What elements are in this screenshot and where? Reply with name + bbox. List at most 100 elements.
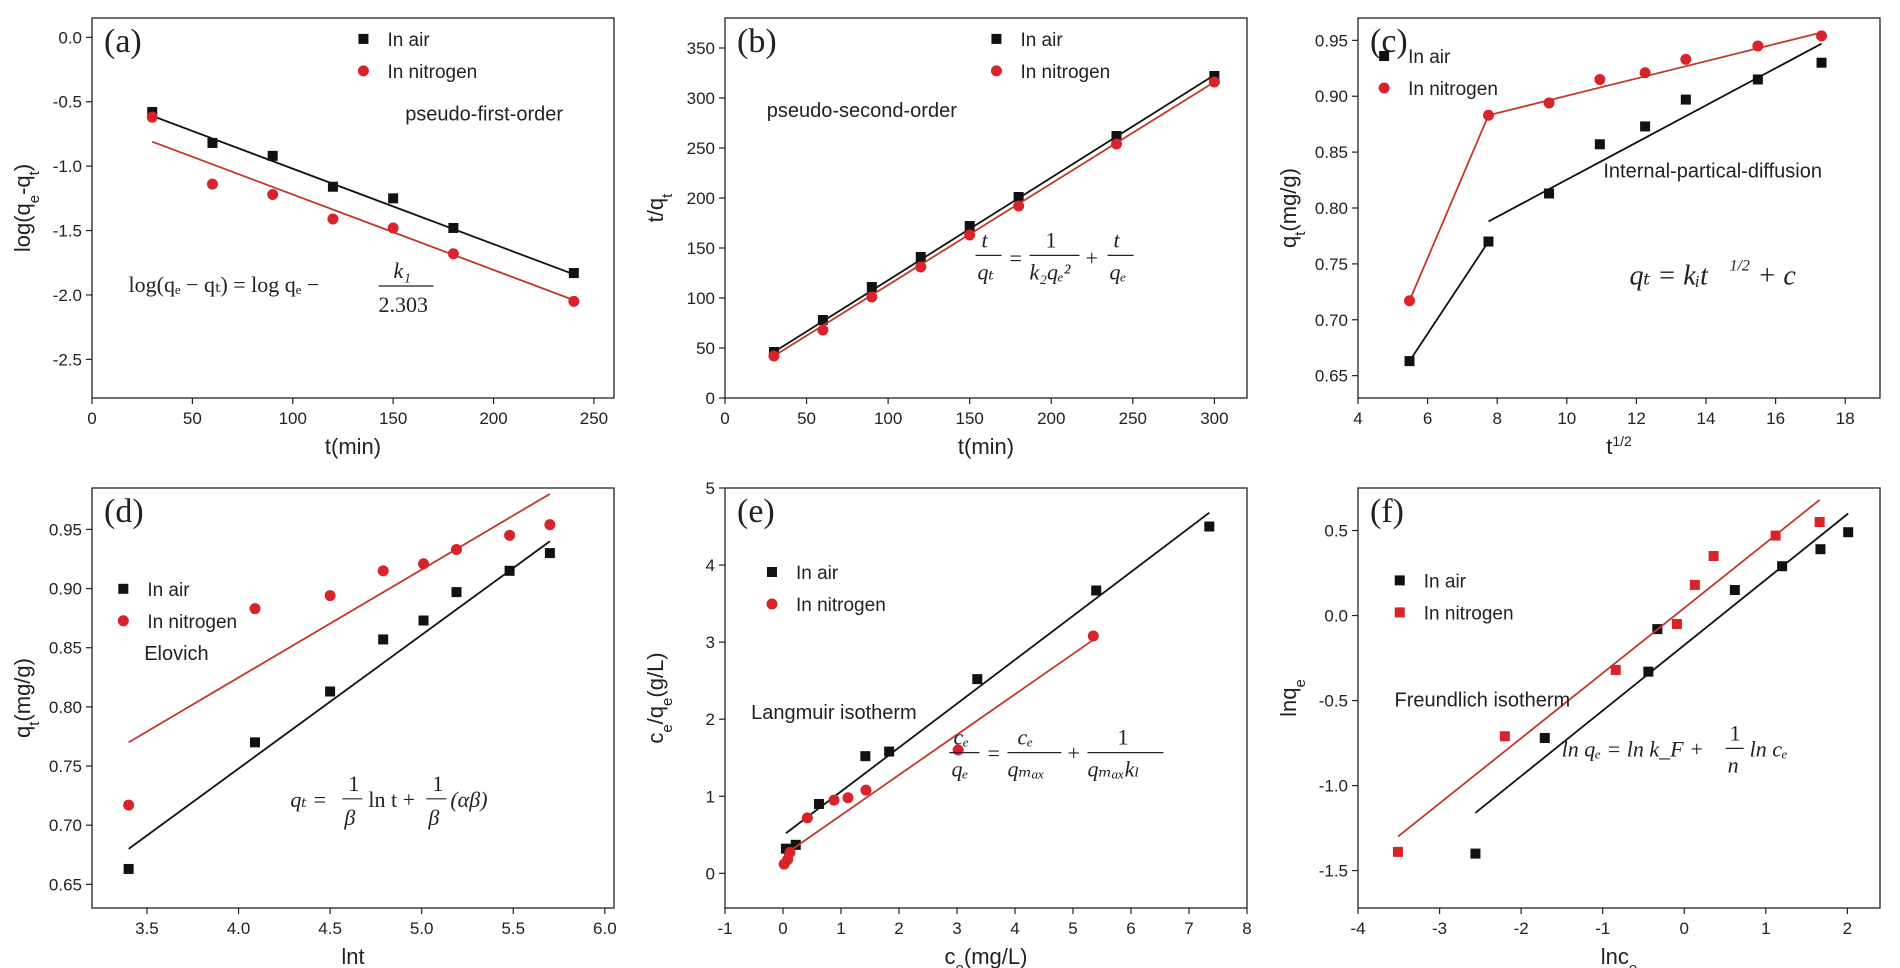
legend-marker	[1378, 82, 1390, 94]
data-point-nitrogen	[1111, 138, 1122, 150]
x-tick-label: 14	[1697, 409, 1716, 428]
x-tick-label: 300	[1200, 409, 1228, 428]
equation-num: cₑ	[953, 725, 969, 750]
data-point-air	[1091, 585, 1102, 596]
data-point-air	[1777, 561, 1788, 572]
data-point-nitrogen	[801, 812, 813, 824]
data-point-air	[1816, 57, 1827, 68]
equation-den: β	[343, 805, 355, 830]
y-tick-label: 0.0	[1324, 607, 1348, 626]
equation-den: 2.303	[379, 292, 429, 317]
equation-num: 1	[1046, 227, 1057, 252]
panel-label: (b)	[737, 23, 777, 60]
legend-marker	[358, 33, 369, 44]
legend-label: In air	[147, 580, 190, 601]
x-tick-label: 2	[894, 919, 903, 938]
data-point-air	[972, 674, 983, 685]
legend-label: In air	[1020, 30, 1063, 51]
x-tick-label: 6.0	[593, 919, 617, 938]
data-point-air	[1470, 848, 1481, 859]
data-point-nitrogen	[1013, 200, 1025, 212]
y-tick-label: 250	[687, 139, 715, 158]
equation-tail: ln cₑ	[1750, 736, 1788, 761]
y-tick-label: 0	[706, 864, 715, 883]
fit-line-nitrogen	[151, 140, 575, 301]
y-tick-label: 1	[706, 787, 715, 806]
x-tick-label: 3.5	[135, 919, 159, 938]
equation-op: =	[1010, 245, 1022, 270]
data-point-nitrogen	[1610, 664, 1621, 675]
x-tick-label: 50	[183, 409, 202, 428]
data-point-nitrogen	[1594, 73, 1606, 85]
data-point-air	[1204, 521, 1215, 532]
plot-frame	[1357, 487, 1881, 909]
legend-label: In air	[1424, 571, 1467, 592]
x-axis-title: t1/2	[1606, 433, 1632, 459]
model-equation: log(qₑ − qₜ) = log qₑ −k₁2.303log(qe − q…	[129, 258, 434, 317]
equation-num: k₁	[394, 258, 411, 283]
legend-label: In nitrogen	[796, 595, 886, 616]
x-tick-label: 150	[956, 409, 984, 428]
y-tick-label: 0.75	[1315, 255, 1348, 274]
x-axis-title: t(min)	[958, 434, 1014, 459]
y-tick-label: -1.0	[1319, 777, 1348, 796]
panel-label: (f)	[1370, 493, 1404, 530]
x-tick-label: 100	[279, 409, 307, 428]
y-tick-label: -0.5	[53, 93, 82, 112]
legend-marker	[766, 598, 778, 610]
x-tick-label: -2	[1514, 919, 1529, 938]
data-point-air	[1111, 131, 1122, 141]
equation-num: 1	[1117, 725, 1128, 750]
data-point-air	[1594, 139, 1605, 150]
y-tick-label: 200	[687, 189, 715, 208]
y-tick-label: 0.85	[49, 639, 82, 658]
x-tick-label: 4	[1010, 919, 1019, 938]
x-tick-label: 4.0	[227, 919, 251, 938]
equation-op: =	[987, 741, 999, 766]
fit-line-air	[1408, 241, 1490, 362]
data-point-air	[325, 686, 336, 697]
chart-panel-f: -4 -3 -2 -1 0 1 2 -1.5 -1.0 -0.5 0.0 0.5 lnce lnqe (f)…	[1276, 487, 1881, 968]
x-tick-label: 4.5	[318, 919, 342, 938]
y-tick-label: 0.95	[49, 520, 82, 539]
data-point-air	[860, 751, 871, 762]
legend-marker	[766, 567, 777, 577]
x-tick-label: 200	[479, 409, 507, 428]
y-tick-label: -1.5	[1319, 862, 1348, 881]
equation-lhs: ln qₑ = ln k_F +	[1562, 736, 1704, 761]
x-tick-label: 0	[87, 409, 96, 428]
panel-label: (a)	[104, 23, 142, 60]
equation-num: t	[982, 227, 989, 252]
model-annotation: pseudo-second-order	[767, 100, 957, 122]
legend-label: In air	[1408, 47, 1451, 68]
y-axis-title: log(qe-qt)	[10, 164, 43, 252]
data-point-air	[451, 587, 462, 598]
y-tick-label: 350	[687, 39, 715, 58]
x-tick-label: -3	[1432, 919, 1447, 938]
data-point-nitrogen	[267, 188, 279, 200]
y-axis-title: qt(mg/g)	[1276, 168, 1309, 248]
data-point-nitrogen	[1689, 579, 1700, 590]
x-tick-label: 50	[797, 409, 816, 428]
data-point-nitrogen	[842, 792, 854, 804]
y-tick-label: 0.90	[1315, 87, 1348, 106]
y-tick-label: 5	[706, 479, 715, 498]
panel-label: (e)	[737, 493, 775, 530]
x-tick-label: 8	[1492, 409, 1501, 428]
x-tick-label: 18	[1836, 409, 1855, 428]
x-tick-label: 0	[720, 409, 729, 428]
legend-marker	[1394, 607, 1405, 618]
x-tick-label: 16	[1766, 409, 1785, 428]
fit-line-nitrogen	[783, 639, 1094, 856]
data-point-nitrogen	[1708, 551, 1719, 562]
model-annotation: Langmuir isotherm	[751, 702, 917, 724]
x-tick-label: 0	[1680, 919, 1689, 938]
equation-num: cₑ	[1017, 725, 1033, 750]
y-tick-label: 4	[706, 556, 715, 575]
data-point-nitrogen	[1392, 846, 1403, 857]
data-point-air	[1209, 71, 1220, 81]
legend-marker	[118, 583, 129, 594]
data-point-nitrogen	[1639, 67, 1651, 79]
legend-label: In nitrogen	[1408, 79, 1498, 100]
plot-frame	[91, 487, 615, 909]
